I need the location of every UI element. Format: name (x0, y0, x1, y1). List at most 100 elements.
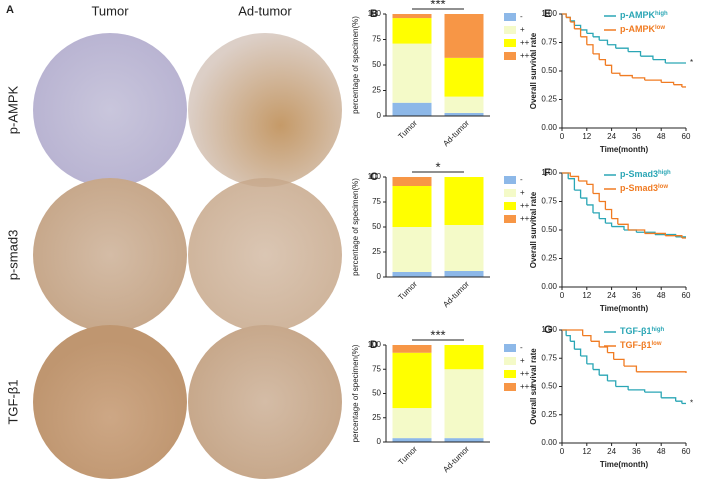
y-tick-label: 0.25 (541, 410, 557, 419)
x-tick-label: Ad-tumor (441, 279, 471, 309)
tissue-core (33, 33, 187, 187)
bar-segment (392, 352, 432, 409)
survival-step (566, 335, 571, 342)
axis-line (385, 177, 490, 278)
x-axis-label: Time(month) (600, 145, 649, 154)
survival-step (673, 84, 683, 87)
legend-label: +++ (520, 51, 534, 60)
legend-swatch (504, 202, 516, 210)
x-tick-label: Tumor (396, 279, 419, 302)
y-tick-label: 1.00 (541, 9, 557, 18)
bar-segment (392, 177, 432, 186)
x-tick-label: 24 (607, 447, 616, 456)
legend-label: p-AMPKlow (620, 24, 665, 34)
survival-step (644, 391, 662, 398)
x-tick-label: Tumor (396, 444, 419, 467)
y-tick-label: 50 (372, 222, 381, 231)
y-axis-label: Overall survival rate (529, 32, 538, 109)
survival-step (580, 197, 588, 205)
y-tick-label: 1.00 (541, 325, 557, 334)
survival-step (574, 348, 582, 356)
y-tick-label: 0.75 (541, 197, 557, 206)
survival-step (619, 74, 633, 78)
x-tick-label: 12 (582, 291, 591, 300)
bar-segment (444, 177, 484, 225)
survival-step (586, 44, 594, 54)
survival-step (580, 36, 588, 45)
panel-letter: B (370, 8, 378, 20)
survival-step (599, 346, 609, 353)
survival-step (593, 212, 600, 219)
tissue-images (33, 33, 342, 479)
panel-letter: G (544, 324, 553, 336)
survival-step (628, 389, 646, 393)
bar-segment (444, 112, 484, 116)
bar-segment (392, 186, 432, 227)
survival-step (605, 222, 613, 227)
survival-step (617, 223, 629, 230)
survival-step (582, 335, 592, 342)
y-tick-label: 0.00 (541, 123, 557, 132)
legend-label: ++ (520, 201, 530, 210)
survival-step (607, 380, 617, 387)
bar-segment (444, 438, 484, 442)
legend-swatch (504, 383, 516, 391)
legend-name: TGF-β1 (620, 326, 652, 336)
survival-step (590, 340, 600, 347)
x-tick-label: Ad-tumor (441, 118, 471, 148)
survival-step (562, 329, 567, 336)
survival-step (599, 374, 609, 381)
tissue-core (188, 33, 342, 187)
legend-label: + (520, 188, 525, 197)
survival-step (580, 29, 588, 34)
row-label: p-smad3 (5, 230, 20, 281)
y-axis-label: percentage of specimen(%) (351, 344, 360, 442)
survival-step (613, 358, 625, 367)
survival-step (562, 329, 584, 336)
tissue-core (33, 325, 187, 479)
survival-step (652, 58, 666, 64)
axis-line (385, 14, 490, 117)
x-tick-label: 60 (682, 132, 691, 141)
panel-letter: F (544, 167, 551, 179)
legend-label: - (520, 343, 523, 352)
x-tick-label: 24 (607, 132, 616, 141)
bar-segment (392, 408, 432, 439)
legend-label: p-Smad3high (620, 169, 671, 179)
survival-step (574, 189, 582, 199)
survival-step (570, 340, 576, 350)
panel-letter: A (6, 4, 14, 16)
legend-name: p-Smad3 (620, 183, 658, 193)
y-tick-label: 0.50 (541, 382, 557, 391)
survival-step (644, 232, 666, 236)
axis-line (385, 345, 490, 443)
y-tick-label: 75 (372, 364, 381, 373)
survival-step (574, 28, 582, 37)
y-tick-label: 0.25 (541, 254, 557, 263)
x-tick-label: Tumor (396, 118, 419, 141)
bar-segment (444, 225, 484, 271)
panel-letter: E (544, 8, 551, 20)
legend-swatch (504, 215, 516, 223)
panel-letter: C (370, 171, 378, 183)
legend-label: +++ (520, 382, 534, 391)
survival-step (586, 183, 594, 194)
bar-segment (392, 18, 432, 44)
survival-step (607, 44, 617, 49)
x-tick-label: 12 (582, 132, 591, 141)
survival-step (570, 21, 576, 29)
survival-step (640, 55, 654, 60)
legend-label: +++ (520, 214, 534, 223)
column-label: Tumor (91, 3, 129, 18)
survival-step (568, 178, 576, 191)
bar-segment (444, 345, 484, 370)
y-tick-label: 0.75 (541, 38, 557, 47)
x-tick-label: 0 (560, 132, 565, 141)
y-tick-label: 0.75 (541, 353, 557, 362)
survival-step (644, 79, 662, 83)
survival-step (593, 192, 600, 202)
significance: *** (430, 327, 445, 342)
survival-step (607, 351, 615, 360)
survival-step (665, 235, 683, 238)
legend-label: + (520, 25, 525, 34)
